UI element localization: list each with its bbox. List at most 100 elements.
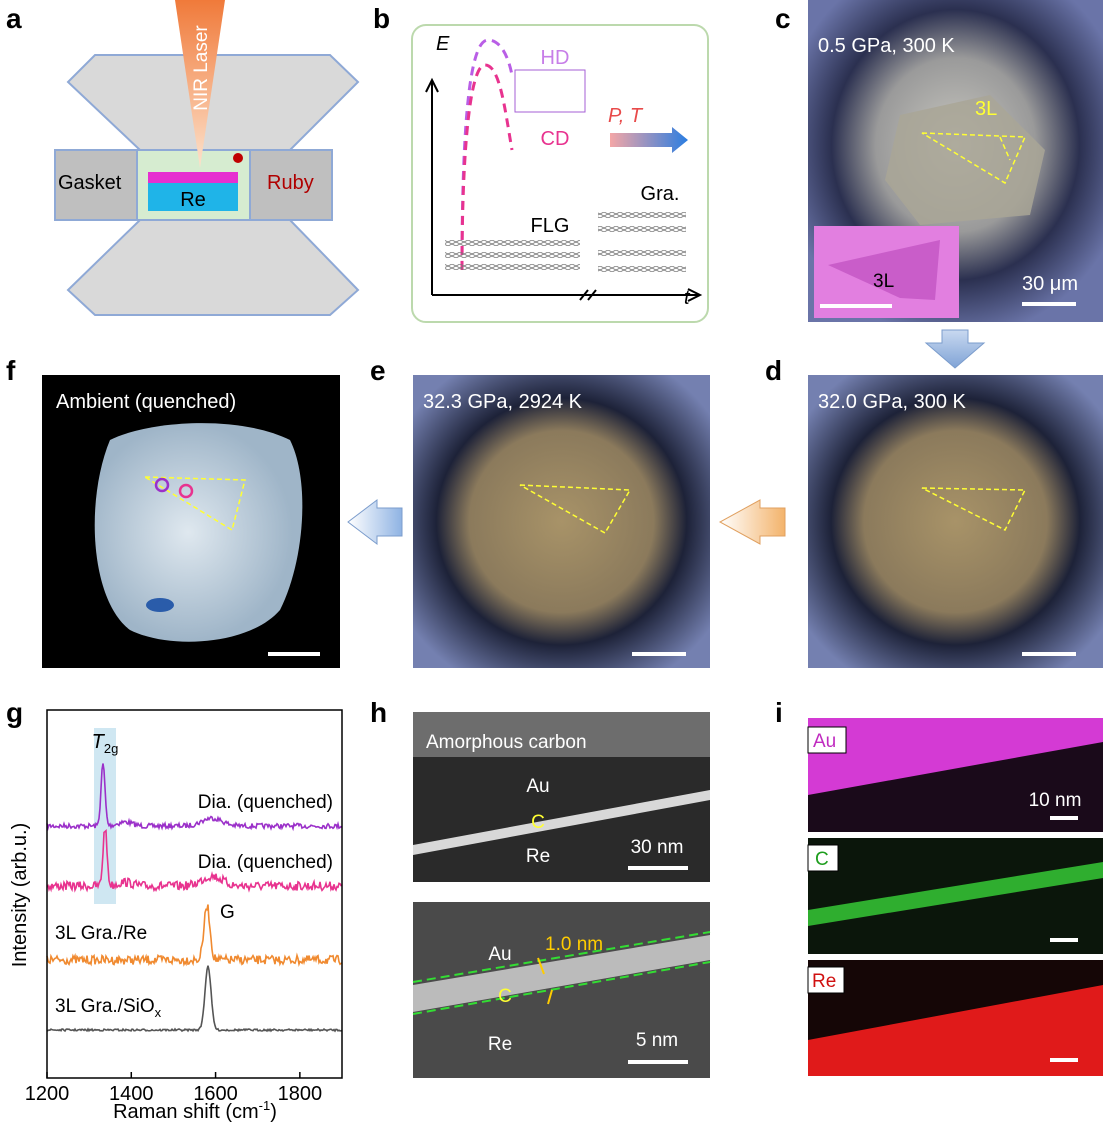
layer-label: Re — [488, 1034, 512, 1055]
laser-beam — [175, 0, 225, 168]
time-axis — [432, 288, 703, 302]
scale-label: 30 μm — [1022, 273, 1078, 295]
layer-label: C — [498, 986, 512, 1007]
graphite-label: Gra. — [641, 183, 680, 205]
spectrum — [46, 763, 343, 832]
y-axis-label: Intensity (arb.u.) — [9, 823, 31, 968]
condition-label: Ambient (quenched) — [56, 391, 236, 413]
scale-bar — [1050, 1058, 1078, 1062]
peak-label-main: T — [92, 731, 106, 753]
carbon-layer — [413, 935, 710, 1012]
trace-label: 3L Gra./Re — [55, 923, 147, 944]
spectrum — [46, 828, 343, 893]
panel-label: i — [775, 697, 783, 728]
step-arrow — [924, 329, 986, 369]
re-substrate — [148, 183, 238, 211]
spectra — [46, 763, 343, 1033]
panel-label: e — [370, 355, 386, 386]
panel-label: h — [370, 697, 387, 728]
x-axis-label-end: ) — [270, 1101, 277, 1123]
micrograph — [413, 375, 710, 668]
schematic-frame — [411, 24, 709, 323]
x-tick-label: 1200 — [25, 1083, 70, 1105]
panel-label: c — [775, 3, 791, 34]
scale-label: 10 nm — [1029, 790, 1082, 811]
spectrum — [46, 965, 343, 1033]
step-arrow — [718, 499, 786, 545]
element-tag — [807, 966, 845, 994]
trace-label: Dia. (quenched) — [198, 852, 333, 873]
trilayer-outline — [921, 487, 1027, 532]
sample-flake — [885, 95, 1045, 225]
peak-highlight — [94, 728, 116, 904]
probe-spot — [178, 483, 194, 499]
defect — [146, 598, 174, 612]
region-label: 3L — [975, 98, 997, 120]
x-axis-label-sup: -1 — [259, 1098, 271, 1113]
inset-region-label: 3L — [873, 271, 894, 292]
path-cd — [460, 63, 514, 271]
element-label: Re — [812, 971, 836, 992]
layer-label: Amorphous carbon — [426, 732, 587, 753]
flg-label: FLG — [531, 215, 570, 237]
scale-bar — [1022, 302, 1076, 306]
layer-label: C — [531, 812, 545, 833]
layer-label: Re — [526, 846, 550, 867]
scale-bar — [268, 652, 320, 656]
re-signal — [808, 985, 1103, 1076]
energy-axis — [425, 77, 439, 295]
conditions-arrow — [610, 127, 688, 153]
scale-bar — [1050, 938, 1078, 942]
peak-label-sub: 2g — [104, 741, 118, 756]
panel-label: b — [373, 3, 390, 34]
panel-label: g — [6, 697, 23, 728]
hd-label: HD — [541, 47, 570, 69]
layer-boundary — [412, 931, 711, 1015]
graphene-layer — [148, 172, 238, 183]
condition-label: 0.5 GPa, 300 K — [818, 35, 955, 57]
layer-label: Au — [488, 944, 511, 965]
axis-label: t — [684, 287, 691, 309]
trace-label-main: 3L Gra./SiO — [55, 996, 155, 1017]
trilayer-outline — [519, 484, 632, 535]
condition-label: 32.0 GPa, 300 K — [818, 391, 967, 413]
x-axis: 1200 1400 1600 1800 — [25, 1072, 322, 1105]
x-axis-label: Raman shift (cm-1) — [113, 1098, 277, 1123]
g-peak-label: G — [220, 902, 235, 923]
scale-bar — [632, 652, 686, 656]
thickness-arrows — [537, 957, 553, 1005]
peak-label: T2g — [92, 731, 119, 756]
element-tag — [807, 726, 847, 754]
laser-label: NIR Laser — [191, 25, 212, 111]
trace-label-sub: x — [155, 1005, 162, 1020]
scale-bar — [1022, 652, 1076, 656]
trace-label: 3L Gra./SiOx — [55, 996, 162, 1020]
condition-label: 32.3 GPa, 2924 K — [423, 391, 583, 413]
panel-label: a — [6, 3, 22, 34]
element-label: C — [815, 849, 829, 870]
inset-flake — [828, 240, 940, 300]
x-tick-label: 1400 — [109, 1083, 154, 1105]
layer-label: Au — [526, 776, 549, 797]
trilayer-outline — [142, 476, 246, 532]
scale-label: 30 nm — [631, 837, 684, 858]
axis-label: E — [436, 33, 450, 55]
probe-spot — [154, 477, 170, 493]
c-signal — [808, 862, 1103, 926]
carbon-layer — [413, 790, 710, 855]
micrograph — [808, 375, 1103, 668]
ruby-label: Ruby — [267, 172, 314, 194]
hd-lattice — [514, 69, 586, 113]
amorphous-layer — [413, 712, 710, 757]
plot-frame — [46, 709, 343, 1079]
step-arrow — [347, 498, 403, 546]
scale-bar — [1050, 816, 1078, 820]
thickness-label: 1.0 nm — [545, 934, 603, 955]
scale-bar — [628, 866, 688, 870]
anvil — [66, 219, 360, 316]
x-tick-label: 1800 — [278, 1083, 323, 1105]
scale-bar — [820, 304, 892, 308]
panel-label: d — [765, 355, 782, 386]
